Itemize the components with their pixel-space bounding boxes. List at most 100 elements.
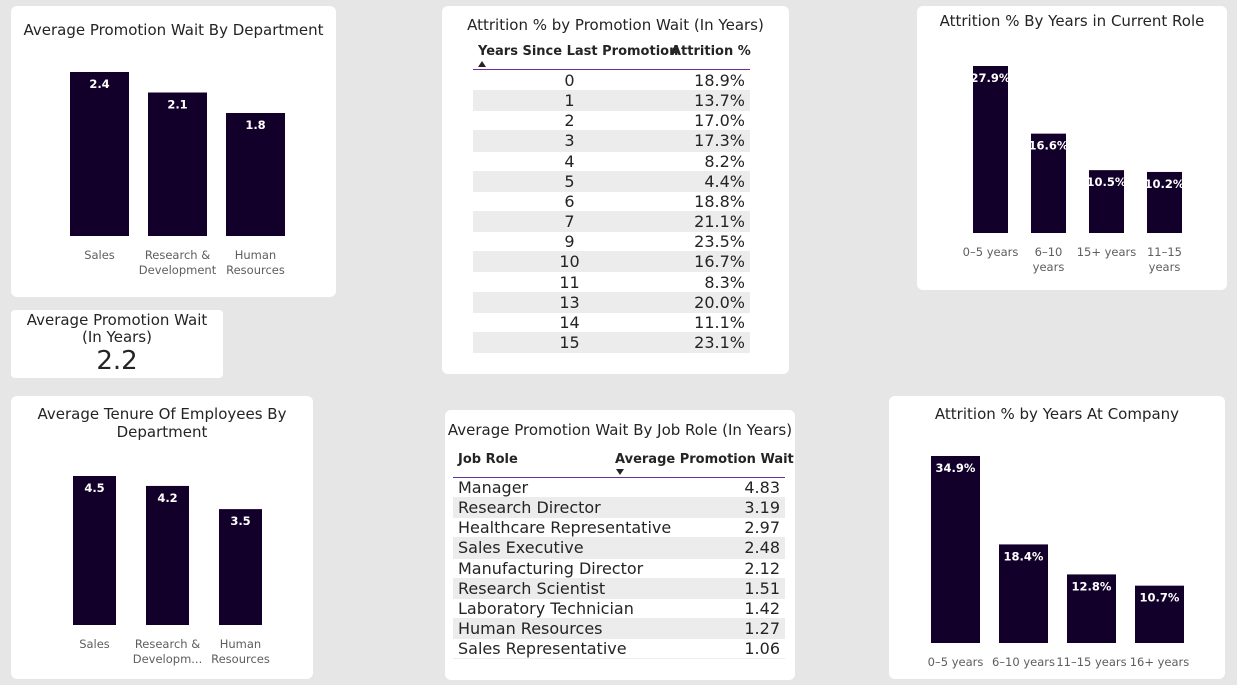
x-tick-label: Research &	[135, 637, 200, 651]
x-tick-label: 11–15 years	[1056, 655, 1126, 669]
table-row[interactable]: Research Director 3.19	[453, 498, 785, 519]
data-label: 3.5	[230, 514, 250, 528]
attrition-by-current-role-title: Attrition % By Years in Current Role	[939, 12, 1205, 30]
table-cell: Research Director	[458, 498, 601, 518]
sort-ascending-icon[interactable]	[478, 61, 486, 67]
table-cell: Healthcare Representative	[458, 518, 672, 538]
promo-wait-by-job-role-card: Average Promotion Wait By Job Role (In Y…	[445, 410, 795, 680]
table-cell: 0	[564, 71, 575, 90]
table-row[interactable]: Sales Executive 2.48	[453, 538, 785, 559]
table-row[interactable]: 13 20.0%	[473, 292, 750, 313]
table-row[interactable]: 15 23.1%	[473, 332, 750, 354]
attrition-by-years-at-company-card: Attrition % by Years At Company 34.9% 0–5…	[889, 396, 1225, 679]
table-row[interactable]: 5 4.4%	[473, 171, 750, 192]
kpi-label-line-1: Average Promotion Wait	[26, 311, 208, 329]
bar[interactable]	[146, 485, 189, 625]
data-label: 18.4%	[1004, 549, 1044, 563]
x-tick-label: years	[1149, 260, 1181, 274]
tenure-title-line-1: Average Tenure Of Employees By	[37, 405, 287, 423]
table-row[interactable]: Human Resources 1.27	[453, 619, 785, 640]
data-label: 2.4	[89, 77, 109, 91]
header-underline	[473, 69, 750, 70]
table-cell: 8.3%	[704, 272, 745, 292]
header-years-since-last-promotion[interactable]: Years Since Last Promotion	[478, 44, 679, 59]
sort-descending-icon[interactable]	[616, 469, 624, 475]
attrition-by-promotion-wait-card: Attrition % by Promotion Wait (In Years)…	[442, 6, 789, 374]
data-label: 12.8%	[1072, 579, 1112, 593]
bar[interactable]	[219, 509, 262, 625]
table-row[interactable]: Sales Representative 1.06	[453, 639, 785, 660]
bar[interactable]	[1135, 585, 1184, 643]
bar[interactable]	[931, 456, 980, 643]
table-row[interactable]: 10 16.7%	[473, 252, 750, 273]
attrition-by-years-at-company-chart: 34.9% 0–5 years 18.4% 6–10 years 12.8% 11–15 …	[928, 456, 1189, 669]
header-average-promotion-wait[interactable]: Average Promotion Wait	[615, 452, 794, 467]
table-cell: 13	[559, 292, 580, 312]
table-cell: 2.48	[744, 538, 780, 558]
average-promotion-wait-kpi: Average Promotion Wait (In Years) 2.2	[11, 310, 223, 378]
table-cell: 1.27	[744, 619, 780, 639]
bar[interactable]	[1147, 171, 1182, 233]
table-cell: Manager	[458, 478, 529, 497]
table-cell: 11.1%	[694, 312, 745, 332]
table-cell: 2.12	[744, 558, 780, 578]
x-tick-label: 15+ years	[1077, 245, 1137, 259]
table-row[interactable]: Manager 4.83	[453, 478, 785, 499]
x-tick-label: Sales	[79, 637, 110, 651]
table-row[interactable]: 4 8.2%	[473, 151, 750, 172]
tenure-by-department-card: Average Tenure Of Employees By Departmen…	[11, 396, 313, 679]
x-tick-label: Resources	[226, 263, 285, 277]
table-row[interactable]: 2 17.0%	[473, 111, 750, 132]
header-job-role[interactable]: Job Role	[458, 452, 518, 467]
attrition-by-current-role-card: Attrition % By Years in Current Role 27.…	[917, 6, 1227, 290]
bar[interactable]	[973, 66, 1008, 233]
bar[interactable]	[1089, 170, 1124, 233]
table-row[interactable]: 0 18.9%	[473, 71, 750, 92]
table-row[interactable]: Laboratory Technician 1.42	[453, 598, 785, 620]
table-cell: 13.7%	[694, 91, 745, 111]
header-attrition-percent[interactable]: Attrition %	[671, 44, 751, 59]
x-tick-label: Human	[220, 637, 261, 651]
table-cell: 21.1%	[694, 212, 745, 232]
table-cell: 1	[564, 91, 575, 111]
bar[interactable]	[226, 113, 285, 236]
bar[interactable]	[70, 72, 129, 236]
table-cell: 3	[564, 131, 575, 151]
table-row[interactable]: Manufacturing Director 2.12	[453, 558, 785, 579]
table-row[interactable]: 6 18.8%	[473, 191, 750, 213]
table-cell: Sales Representative	[458, 639, 627, 659]
table-cell: 10	[559, 252, 580, 272]
table-cell: 14	[559, 312, 580, 332]
data-label: 1.8	[245, 118, 265, 132]
table-cell: Research Scientist	[458, 578, 606, 598]
table-row[interactable]: 9 23.5%	[473, 232, 750, 253]
table-cell: 11	[559, 272, 580, 292]
table-row[interactable]: 11 8.3%	[473, 272, 750, 293]
table-cell: Human Resources	[458, 619, 603, 639]
table-cell: 7	[564, 212, 575, 232]
kpi-value: 2.2	[96, 346, 138, 376]
table-cell: Sales Executive	[458, 538, 584, 558]
bar[interactable]	[1067, 574, 1116, 643]
data-label: 10.5%	[1087, 175, 1127, 189]
x-tick-label: 0–5 years	[963, 245, 1019, 259]
x-tick-label: 6–10 years	[992, 655, 1055, 669]
x-tick-label: Resources	[211, 652, 270, 666]
bar[interactable]	[1031, 133, 1066, 233]
table-row[interactable]: Healthcare Representative 2.97	[453, 518, 785, 539]
bar[interactable]	[148, 92, 207, 237]
table-row[interactable]: 3 17.3%	[473, 131, 750, 152]
table-cell: 4.83	[744, 478, 780, 497]
bar[interactable]	[73, 476, 116, 625]
promo-wait-by-department-chart: 2.4 Sales 2.1 Research &Development 1.8 Human…	[70, 72, 285, 277]
table-row[interactable]: 1 13.7%	[473, 91, 750, 112]
table-row[interactable]: Research Scientist 1.51	[453, 578, 785, 599]
x-tick-label: Developm...	[133, 652, 203, 666]
table-cell: 3.19	[744, 498, 780, 518]
table-cell: 8.2%	[704, 151, 745, 171]
bar[interactable]	[999, 544, 1048, 643]
table-row[interactable]: 7 21.1%	[473, 212, 750, 233]
promo-wait-by-job-role-title: Average Promotion Wait By Job Role (In Y…	[447, 421, 793, 439]
table-row[interactable]: 14 11.1%	[473, 312, 750, 333]
